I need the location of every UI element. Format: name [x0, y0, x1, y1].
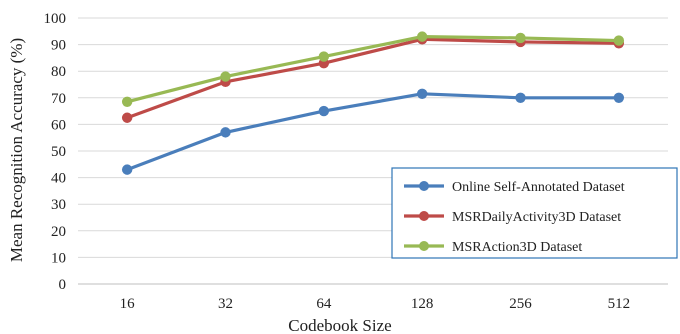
data-point [318, 105, 330, 117]
data-point [416, 31, 428, 42]
data-point [416, 88, 428, 100]
y-tick-label: 90 [51, 38, 66, 54]
series-3 [121, 31, 625, 107]
y-tick-label: 20 [51, 224, 66, 240]
x-axis-ticks: 16 32 64 128 256 512 [120, 296, 630, 312]
x-tick-label: 32 [218, 296, 233, 312]
x-tick-label: 16 [120, 296, 136, 312]
y-tick-label: 30 [51, 197, 66, 213]
y-tick-label: 50 [51, 144, 66, 160]
legend-swatch-marker [419, 211, 429, 221]
data-point [220, 127, 231, 138]
y-tick-label: 10 [51, 250, 66, 266]
series-line [126, 92, 619, 172]
series-line [126, 37, 619, 120]
legend-label: MSRAction3D Dataset [452, 240, 582, 255]
data-point [613, 35, 625, 46]
y-tick-label: 80 [51, 64, 66, 80]
y-tick-label: 60 [51, 117, 66, 133]
legend: Online Self-Annotated Dataset MSRDailyAct… [391, 167, 678, 259]
legend-box [391, 167, 678, 259]
y-axis-ticks: 0 10 20 30 40 50 60 70 80 90 100 [44, 11, 67, 293]
data-point [613, 92, 625, 104]
y-axis-title: Mean Recognition Accuracy (%) [7, 38, 26, 262]
data-point [121, 112, 133, 123]
series-1 [121, 88, 625, 175]
data-point [515, 32, 526, 44]
x-tick-label: 128 [411, 296, 434, 312]
x-tick-label: 256 [509, 296, 532, 312]
legend-label: Online Self-Annotated Dataset [452, 180, 625, 195]
y-tick-label: 0 [59, 277, 67, 293]
x-tick-label: 512 [608, 296, 631, 312]
legend-label: MSRDailyActivity3D Dataset [452, 210, 621, 225]
data-point [220, 71, 231, 82]
series-group [121, 31, 625, 175]
y-tick-label: 70 [51, 91, 66, 107]
y-tick-label: 40 [51, 171, 66, 187]
data-point [121, 96, 133, 107]
x-tick-label: 64 [316, 296, 332, 312]
legend-swatch-marker [419, 181, 429, 191]
series-line [126, 35, 619, 104]
data-point [318, 51, 330, 62]
data-point [515, 92, 526, 104]
data-point [121, 164, 133, 175]
x-axis-title: Codebook Size [288, 316, 391, 334]
gridlines [78, 17, 668, 258]
legend-swatch-marker [419, 241, 429, 251]
y-tick-label: 100 [44, 11, 67, 27]
